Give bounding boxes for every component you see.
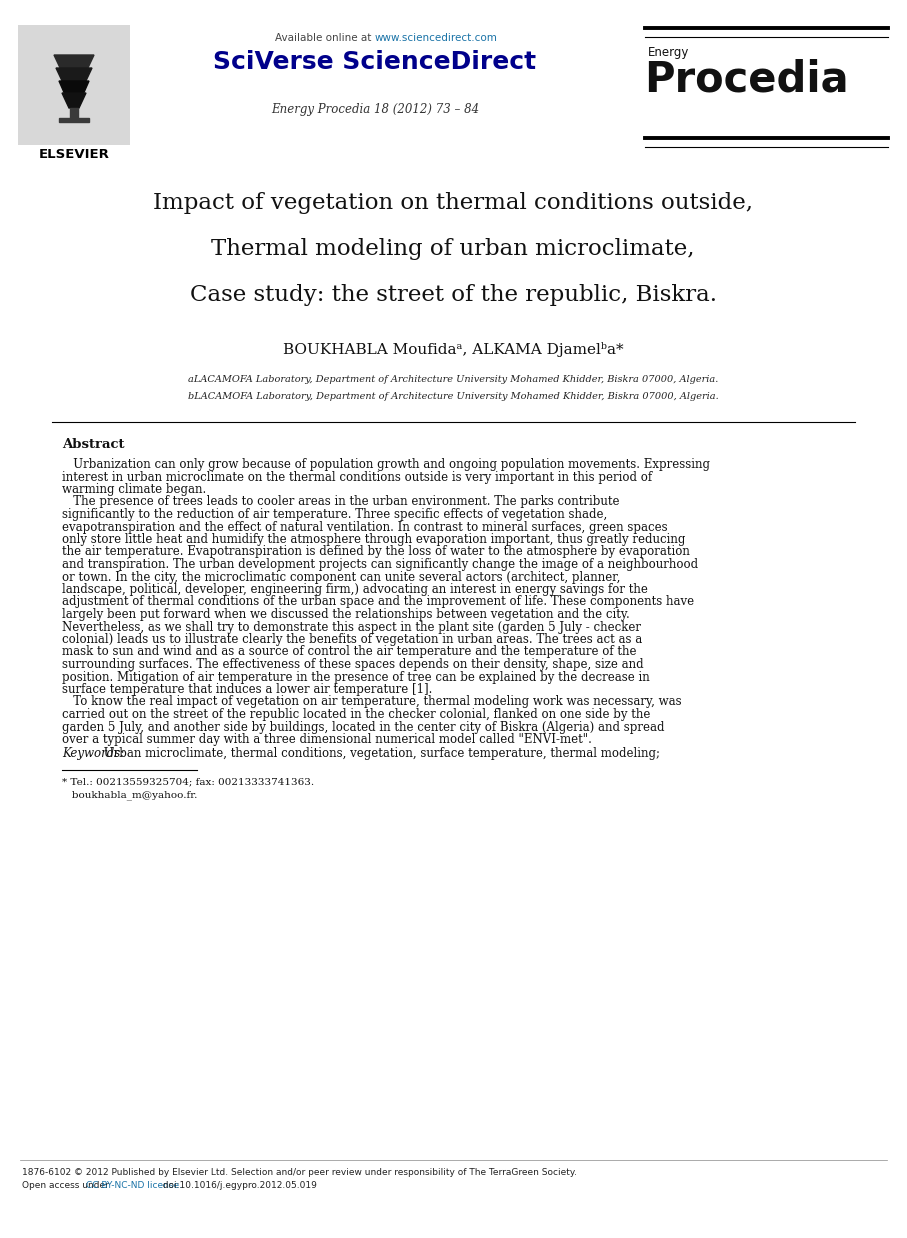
Text: www.sciencedirect.com: www.sciencedirect.com	[375, 33, 498, 43]
Text: largely been put forward when we discussed the relationships between vegetation : largely been put forward when we discuss…	[62, 608, 629, 621]
Text: To know the real impact of vegetation on air temperature, thermal modeling work : To know the real impact of vegetation on…	[62, 696, 682, 708]
Text: * Tel.: 00213559325704; fax: 00213333741363.: * Tel.: 00213559325704; fax: 00213333741…	[62, 777, 314, 786]
Text: surrounding surfaces. The effectiveness of these spaces depends on their density: surrounding surfaces. The effectiveness …	[62, 659, 644, 671]
Text: interest in urban microclimate on the thermal conditions outside is very importa: interest in urban microclimate on the th…	[62, 470, 652, 484]
Text: Case study: the street of the republic, Biskra.: Case study: the street of the republic, …	[190, 284, 717, 306]
Text: Impact of vegetation on thermal conditions outside,: Impact of vegetation on thermal conditio…	[153, 192, 753, 214]
Text: Thermal modeling of urban microclimate,: Thermal modeling of urban microclimate,	[211, 238, 695, 260]
Polygon shape	[56, 68, 92, 85]
Text: mask to sun and wind and as a source of control the air temperature and the temp: mask to sun and wind and as a source of …	[62, 645, 637, 659]
Text: 1876-6102 © 2012 Published by Elsevier Ltd. Selection and/or peer review under r: 1876-6102 © 2012 Published by Elsevier L…	[22, 1167, 577, 1177]
Text: position. Mitigation of air temperature in the presence of tree can be explained: position. Mitigation of air temperature …	[62, 671, 649, 683]
Text: Procedia: Procedia	[644, 58, 849, 100]
Polygon shape	[59, 80, 89, 97]
Polygon shape	[70, 108, 78, 120]
Text: Nevertheless, as we shall try to demonstrate this aspect in the plant site (gard: Nevertheless, as we shall try to demonst…	[62, 620, 641, 634]
Text: Urban microclimate, thermal conditions, vegetation, surface temperature, thermal: Urban microclimate, thermal conditions, …	[100, 748, 659, 760]
Text: Keywords:: Keywords:	[62, 748, 124, 760]
Text: Energy: Energy	[648, 46, 689, 59]
Text: carried out on the street of the republic located in the checker colonial, flank: carried out on the street of the republi…	[62, 708, 650, 721]
Bar	[18, 25, 130, 145]
Text: garden 5 July, and another side by buildings, located in the center city of Bisk: garden 5 July, and another side by build…	[62, 721, 665, 733]
Text: adjustment of thermal conditions of the urban space and the improvement of life.: adjustment of thermal conditions of the …	[62, 595, 694, 609]
Text: SciVerse ScienceDirect: SciVerse ScienceDirect	[213, 50, 537, 74]
Text: over a typical summer day with a three dimensional numerical model called "ENVI-: over a typical summer day with a three d…	[62, 733, 592, 747]
Text: colonial) leads us to illustrate clearly the benefits of vegetation in urban are: colonial) leads us to illustrate clearly…	[62, 633, 642, 646]
Text: and transpiration. The urban development projects can significantly change the i: and transpiration. The urban development…	[62, 558, 698, 571]
Text: or town. In the city, the microclimatic component can unite several actors (arch: or town. In the city, the microclimatic …	[62, 571, 620, 583]
Text: aLACAMOFA Laboratory, Department of Architecture University Mohamed Khidder, Bis: aLACAMOFA Laboratory, Department of Arch…	[188, 375, 718, 384]
Text: Abstract: Abstract	[62, 438, 124, 451]
Text: bLACAMOFA Laboratory, Department of Architecture University Mohamed Khidder, Bis: bLACAMOFA Laboratory, Department of Arch…	[188, 392, 718, 401]
Text: Energy Procedia 18 (2012) 73 – 84: Energy Procedia 18 (2012) 73 – 84	[271, 103, 479, 116]
Polygon shape	[54, 54, 94, 72]
Text: landscape, political, developer, engineering firm,) advocating an interest in en: landscape, political, developer, enginee…	[62, 583, 648, 595]
Text: Open access under: Open access under	[22, 1181, 112, 1190]
Text: the air temperature. Evapotranspiration is defined by the loss of water to the a: the air temperature. Evapotranspiration …	[62, 546, 690, 558]
Text: significantly to the reduction of air temperature. Three specific effects of veg: significantly to the reduction of air te…	[62, 508, 608, 521]
Text: surface temperature that induces a lower air temperature [1].: surface temperature that induces a lower…	[62, 683, 433, 696]
Text: only store little heat and humidify the atmosphere through evaporation important: only store little heat and humidify the …	[62, 534, 686, 546]
Text: evapotranspiration and the effect of natural ventilation. In contrast to mineral: evapotranspiration and the effect of nat…	[62, 520, 668, 534]
Text: boukhabla_m@yahoo.fr.: boukhabla_m@yahoo.fr.	[62, 791, 198, 800]
Text: Urbanization can only grow because of population growth and ongoing population m: Urbanization can only grow because of po…	[62, 458, 710, 470]
Text: ELSEVIER: ELSEVIER	[39, 149, 110, 161]
Text: The presence of trees leads to cooler areas in the urban environment. The parks : The presence of trees leads to cooler ar…	[62, 495, 619, 509]
Text: CC BY-NC-ND license.: CC BY-NC-ND license.	[86, 1181, 182, 1190]
Polygon shape	[59, 118, 89, 123]
Text: BOUKHABLA Moufidaᵃ, ALKAMA Djamelᵇa*: BOUKHABLA Moufidaᵃ, ALKAMA Djamelᵇa*	[283, 342, 623, 357]
Text: Available online at: Available online at	[276, 33, 375, 43]
Text: doi:10.1016/j.egypro.2012.05.019: doi:10.1016/j.egypro.2012.05.019	[157, 1181, 317, 1190]
Text: warming climate began.: warming climate began.	[62, 483, 206, 496]
Polygon shape	[62, 93, 86, 108]
